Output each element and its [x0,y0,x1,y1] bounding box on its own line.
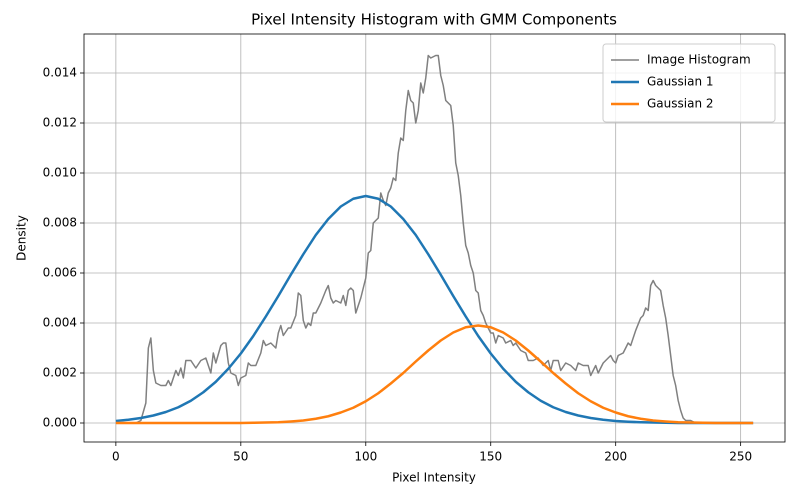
x-tick-label: 150 [479,450,502,464]
x-tick-label: 250 [729,450,752,464]
legend-box [602,43,776,123]
y-tick-label: 0.002 [43,366,77,380]
plot-frame [83,33,786,443]
data-line [115,324,754,425]
x-tick-label: 0 [112,450,120,464]
legend-label: Gaussian 1 [647,75,714,89]
y-tick-label: 0.000 [43,416,77,430]
chart-title: Pixel Intensity Histogram with GMM Compo… [251,11,617,29]
grid [84,34,785,442]
data-line [115,54,696,424]
legend: Image Histogram Gaussian 1 Gaussian 2 [602,43,776,123]
y-tick-label: 0.008 [43,216,77,230]
y-axis-label: Density [15,215,29,261]
y-tick-label: 0.012 [43,116,77,130]
data-line [115,194,754,425]
y-tick-label: 0.014 [43,66,77,80]
x-tick-label: 200 [604,450,627,464]
y-tick-label: 0.006 [43,266,77,280]
x-axis-label: Pixel Intensity [392,471,476,485]
y-tick-label: 0.010 [43,166,77,180]
x-tick-label: 100 [354,450,377,464]
legend-label: Gaussian 2 [647,97,714,111]
legend-label: Image Histogram [647,53,751,67]
x-tick-label: 50 [233,450,248,464]
y-tick-label: 0.004 [43,316,77,330]
